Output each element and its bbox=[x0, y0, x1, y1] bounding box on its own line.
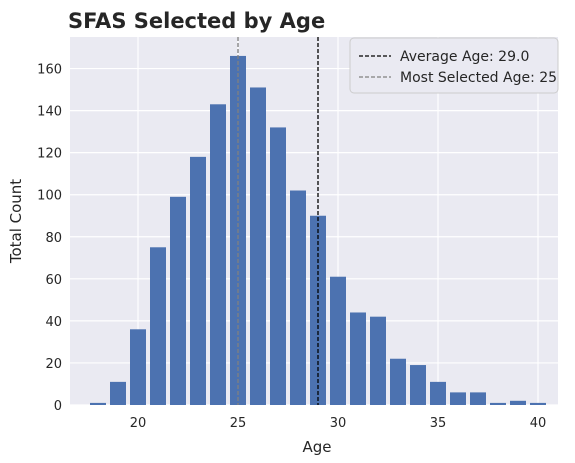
chart-title: SFAS Selected by Age bbox=[68, 9, 325, 33]
legend-box bbox=[349, 37, 559, 94]
bar-age-20 bbox=[130, 329, 146, 405]
x-axis-label: Age bbox=[302, 438, 331, 456]
bar-age-27 bbox=[270, 127, 286, 406]
bar-age-37 bbox=[470, 392, 486, 405]
bar-age-33 bbox=[390, 358, 406, 405]
bar-age-40 bbox=[530, 402, 546, 405]
bar-age-36 bbox=[450, 392, 466, 405]
y-tick-label: 40 bbox=[45, 315, 62, 330]
y-tick-label: 160 bbox=[37, 63, 62, 78]
bar-age-22 bbox=[170, 196, 186, 405]
y-tick-label: 100 bbox=[37, 189, 62, 204]
legend-most-selected-label: Most Selected Age: 25 bbox=[400, 70, 557, 86]
y-tick-label: 120 bbox=[37, 147, 62, 162]
bar-age-28 bbox=[290, 190, 306, 405]
y-tick-label: 0 bbox=[54, 399, 62, 414]
bar-age-39 bbox=[510, 400, 526, 405]
x-tick-label: 35 bbox=[430, 416, 447, 431]
bar-age-35 bbox=[430, 381, 446, 405]
bar-age-31 bbox=[350, 312, 366, 405]
bars bbox=[90, 55, 546, 406]
bar-age-34 bbox=[410, 365, 426, 405]
y-tick-label: 80 bbox=[45, 231, 62, 246]
y-axis-ticks: 0 20 40 60 80 100 120 140 160 bbox=[37, 63, 62, 414]
bar-age-30 bbox=[330, 276, 346, 405]
x-tick-label: 30 bbox=[330, 416, 347, 431]
bar-age-23 bbox=[190, 156, 206, 405]
bar-age-18 bbox=[90, 402, 106, 405]
bar-age-21 bbox=[150, 247, 166, 405]
x-tick-label: 20 bbox=[130, 416, 147, 431]
bar-age-32 bbox=[370, 316, 386, 405]
x-axis-ticks: 20 25 30 35 40 bbox=[130, 416, 547, 431]
legend-average-label: Average Age: 29.0 bbox=[400, 49, 529, 65]
x-tick-label: 40 bbox=[530, 416, 547, 431]
reference-lines bbox=[237, 37, 319, 405]
y-tick-label: 60 bbox=[45, 273, 62, 288]
bar-age-38 bbox=[490, 402, 506, 405]
y-tick-label: 140 bbox=[37, 105, 62, 120]
legend: Average Age: 29.0 Most Selected Age: 25 bbox=[349, 37, 559, 94]
y-tick-label: 20 bbox=[45, 357, 62, 372]
x-tick-label: 25 bbox=[230, 416, 247, 431]
bar-age-24 bbox=[210, 104, 226, 405]
y-axis-label: Total Count bbox=[7, 179, 25, 264]
bar-age-19 bbox=[110, 381, 126, 405]
bar-age-26 bbox=[250, 87, 266, 406]
